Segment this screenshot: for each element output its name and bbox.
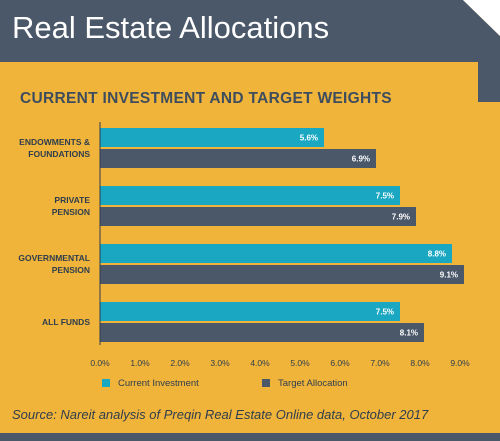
page-title: Real Estate Allocations bbox=[12, 10, 330, 45]
current-bar-2 bbox=[100, 244, 452, 263]
target-value-label-0: 6.9% bbox=[352, 155, 370, 164]
current-value-label-1: 7.5% bbox=[376, 192, 394, 201]
legend-label-1: Target Allocation bbox=[278, 378, 348, 389]
x-tick-label-5: 5.0% bbox=[290, 358, 310, 368]
x-tick-label-7: 7.0% bbox=[370, 358, 390, 368]
target-bar-2 bbox=[100, 265, 464, 284]
x-tick-label-0: 0.0% bbox=[90, 358, 110, 368]
legend-label-0: Current Investment bbox=[118, 378, 199, 389]
corner-fold bbox=[441, 0, 500, 62]
bottom-bar bbox=[0, 433, 500, 441]
x-tick-label-9: 9.0% bbox=[450, 358, 470, 368]
category-label-3-0: ALL FUNDS bbox=[42, 317, 90, 327]
legend-swatch-1 bbox=[262, 379, 270, 387]
current-value-label-0: 5.6% bbox=[300, 134, 318, 143]
target-bar-1 bbox=[100, 207, 416, 226]
header-banner: Real Estate Allocations bbox=[0, 0, 441, 62]
current-value-label-2: 8.8% bbox=[428, 250, 446, 259]
target-value-label-3: 8.1% bbox=[400, 329, 418, 338]
category-label-0-0: ENDOWMENTS & bbox=[19, 137, 90, 147]
x-tick-label-4: 4.0% bbox=[250, 358, 270, 368]
right-edge-tab bbox=[478, 62, 500, 102]
target-value-label-1: 7.9% bbox=[392, 213, 410, 222]
chart-title: CURRENT INVESTMENT AND TARGET WEIGHTS bbox=[20, 90, 392, 107]
current-bar-0 bbox=[100, 128, 324, 147]
x-tick-label-3: 3.0% bbox=[210, 358, 230, 368]
target-bar-0 bbox=[100, 149, 376, 168]
target-value-label-2: 9.1% bbox=[440, 271, 458, 280]
current-bar-1 bbox=[100, 186, 400, 205]
category-label-0-1: FOUNDATIONS bbox=[28, 149, 90, 159]
x-tick-label-6: 6.0% bbox=[330, 358, 350, 368]
legend-swatch-0 bbox=[102, 379, 110, 387]
source-note: Source: Nareit analysis of Preqin Real E… bbox=[12, 407, 429, 422]
category-label-1-0: PRIVATE bbox=[54, 195, 90, 205]
x-tick-label-8: 8.0% bbox=[410, 358, 430, 368]
x-tick-label-2: 2.0% bbox=[170, 358, 190, 368]
x-tick-label-1: 1.0% bbox=[130, 358, 150, 368]
category-label-2-0: GOVERNMENTAL bbox=[18, 253, 90, 263]
current-value-label-3: 7.5% bbox=[376, 308, 394, 317]
category-label-2-1: PENSION bbox=[52, 265, 90, 275]
target-bar-3 bbox=[100, 323, 424, 342]
current-bar-3 bbox=[100, 302, 400, 321]
category-label-1-1: PENSION bbox=[52, 207, 90, 217]
